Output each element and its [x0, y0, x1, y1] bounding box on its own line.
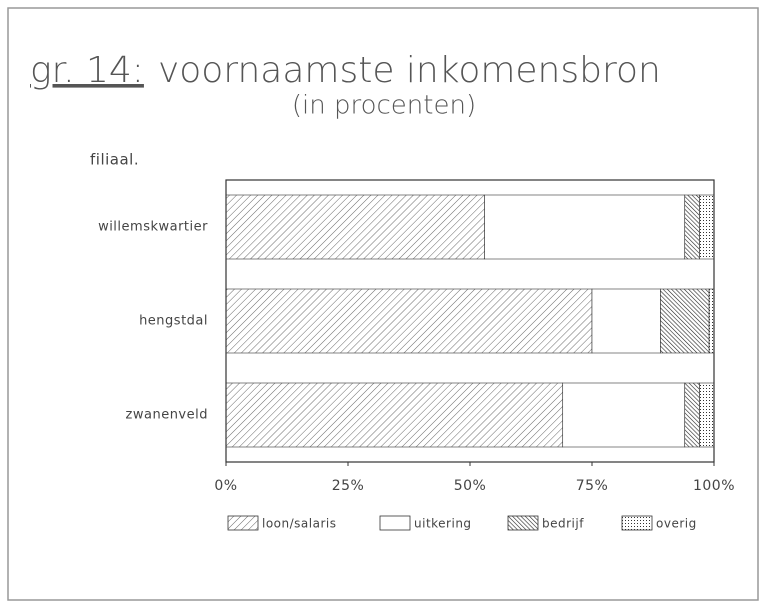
- y-tick-label: hengstdal: [139, 314, 208, 329]
- bar-segment: [699, 382, 715, 448]
- frame: [7, 7, 759, 601]
- bar-segment: [591, 288, 661, 354]
- bar-segment: [708, 288, 715, 354]
- y-tick-label: willemskwartier: [98, 220, 208, 235]
- bar-segment: [562, 382, 686, 448]
- x-tick-label: 0%: [214, 478, 237, 494]
- bar-segment: [684, 194, 700, 260]
- title-text: voornaamste inkomensbron: [158, 50, 661, 91]
- x-tick-label: 100%: [693, 478, 735, 494]
- bar-segment: [684, 382, 700, 448]
- legend-swatch: [621, 515, 653, 531]
- legend-swatch: [379, 515, 411, 531]
- title-label: gr. 14:: [30, 50, 144, 91]
- chart-subtitle: (in procenten): [292, 91, 476, 121]
- x-tick-label: 50%: [454, 478, 487, 494]
- legend-swatch: [507, 515, 539, 531]
- legend-label: bedrijf: [542, 517, 584, 531]
- y-tick-label: zwanenveld: [126, 408, 208, 423]
- legend-label: loon/salaris: [262, 517, 336, 531]
- x-tick-label: 75%: [576, 478, 609, 494]
- bar-segment: [660, 288, 710, 354]
- y-axis-label: filiaal.: [90, 151, 139, 169]
- legend-label: uitkering: [414, 517, 472, 531]
- legend-label: overig: [656, 517, 697, 531]
- bar-segment: [225, 382, 564, 448]
- chart-title: gr. 14: voornaamste inkomensbron: [30, 50, 661, 91]
- bar-segment: [699, 194, 715, 260]
- legend-swatch: [227, 515, 259, 531]
- bar-segment: [484, 194, 686, 260]
- bar-segment: [225, 194, 485, 260]
- x-tick-label: 25%: [332, 478, 365, 494]
- bar-segment: [225, 288, 593, 354]
